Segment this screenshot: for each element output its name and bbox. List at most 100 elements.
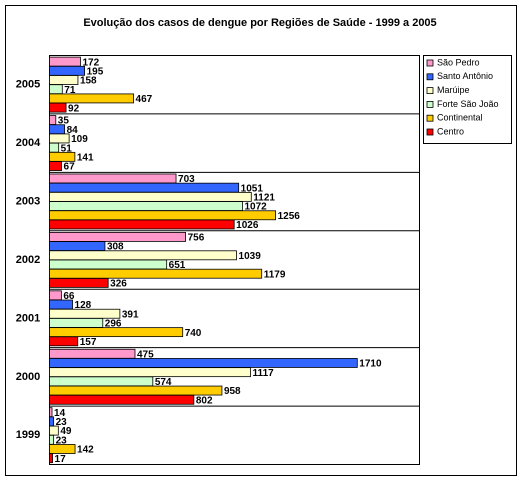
- value-label: 756: [188, 233, 205, 244]
- value-label: 84: [67, 125, 79, 136]
- value-label: 17: [55, 454, 67, 465]
- bar: [49, 367, 251, 378]
- legend-swatch: [426, 87, 434, 94]
- bar: [49, 416, 55, 427]
- bar: [49, 93, 134, 104]
- y-tick-label: 2003: [16, 195, 40, 207]
- legend-label: Santo Antônio: [437, 71, 493, 81]
- value-label: 1072: [244, 202, 267, 213]
- bar: [49, 191, 252, 202]
- bar: [49, 124, 66, 135]
- legend: [423, 55, 512, 144]
- bar: [49, 115, 57, 125]
- value-label: 92: [68, 103, 80, 114]
- value-label: 467: [136, 94, 153, 105]
- value-label: 195: [87, 66, 104, 77]
- bar: [49, 142, 60, 153]
- y-tick-label: 2002: [16, 254, 40, 266]
- value-label: 23: [56, 435, 68, 446]
- bar: [49, 259, 168, 270]
- value-label: 1710: [359, 359, 382, 370]
- bar: [49, 250, 237, 261]
- legend-swatch: [426, 73, 434, 81]
- value-label: 49: [60, 426, 72, 437]
- value-label: 71: [64, 85, 76, 96]
- value-label: 23: [56, 417, 68, 428]
- bar: [49, 56, 81, 67]
- bar: [49, 268, 263, 279]
- value-label: 391: [122, 309, 139, 320]
- value-label: 802: [196, 395, 213, 406]
- value-label: 1256: [278, 211, 301, 222]
- legend-swatch: [426, 128, 434, 136]
- bar: [49, 407, 53, 418]
- value-label: 172: [82, 57, 99, 68]
- bar: [49, 151, 76, 162]
- legend-swatch: [426, 114, 434, 122]
- value-label: 51: [61, 143, 73, 154]
- value-label: 35: [58, 116, 70, 127]
- bar: [49, 84, 63, 95]
- value-label: 1117: [253, 368, 275, 379]
- y-tick-label: 1999: [16, 429, 40, 441]
- legend-label: São Pedro: [437, 57, 480, 67]
- value-label: 475: [137, 349, 154, 360]
- bar: [49, 453, 53, 464]
- bar: [49, 425, 59, 436]
- legend-label: Marúipe: [437, 85, 470, 95]
- bar: [49, 444, 76, 454]
- bar: [49, 358, 358, 368]
- legend-swatch: [426, 59, 434, 67]
- bar: [49, 308, 121, 319]
- value-label: 1026: [236, 220, 259, 231]
- value-label: 308: [107, 242, 124, 253]
- value-label: 958: [224, 386, 241, 397]
- value-label: 651: [169, 260, 186, 271]
- bar: [49, 348, 136, 359]
- bar: [49, 434, 55, 445]
- bar: [49, 385, 223, 396]
- value-label: 142: [77, 445, 94, 456]
- value-label: 66: [63, 291, 75, 302]
- value-label: 703: [178, 174, 195, 185]
- bar: [49, 336, 79, 347]
- value-label: 1051: [241, 183, 264, 194]
- value-label: 109: [71, 134, 88, 145]
- y-tick-label: 2004: [16, 137, 41, 149]
- value-label: 14: [54, 408, 66, 419]
- value-label: 158: [80, 76, 97, 87]
- bar: [49, 327, 184, 338]
- bar: [49, 231, 186, 242]
- legend-swatch: [426, 101, 434, 108]
- value-label: 1121: [253, 193, 275, 204]
- bar: [49, 376, 154, 387]
- bar: [49, 299, 73, 310]
- bar: [49, 318, 104, 328]
- legend-label: Forte São João: [437, 99, 499, 109]
- bar: [49, 219, 235, 230]
- bar: [49, 133, 70, 144]
- y-tick-label: 2001: [16, 312, 40, 324]
- value-label: 1179: [264, 269, 286, 280]
- bar: [49, 290, 62, 301]
- bar: [49, 277, 109, 288]
- value-label: 157: [80, 337, 97, 348]
- bar: [49, 182, 240, 193]
- bar: [49, 65, 85, 76]
- bar: [49, 210, 276, 221]
- chart-title: Evolução dos casos de dengue por Regiões…: [83, 17, 436, 29]
- legend-label: Centro: [437, 126, 464, 136]
- legend-label: Continental: [437, 113, 483, 123]
- value-label: 574: [155, 377, 172, 388]
- bar: [49, 173, 177, 184]
- bar: [49, 161, 62, 171]
- value-label: 67: [64, 162, 76, 173]
- bar: [49, 241, 106, 252]
- value-label: 141: [77, 152, 94, 163]
- value-label: 128: [75, 300, 92, 311]
- bar: [49, 102, 67, 113]
- bar: [49, 201, 243, 211]
- value-label: 740: [185, 328, 202, 339]
- value-label: 326: [110, 279, 127, 290]
